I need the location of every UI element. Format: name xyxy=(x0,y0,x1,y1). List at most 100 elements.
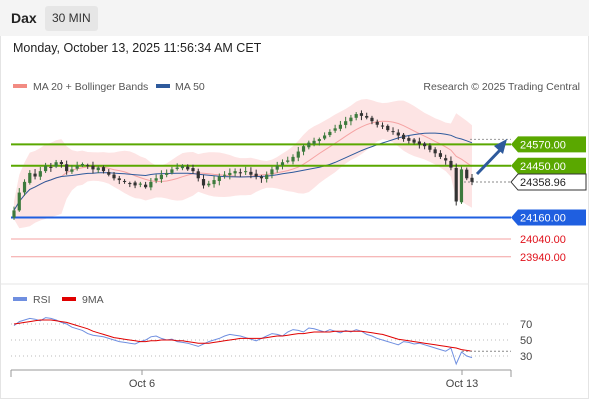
candle-body xyxy=(259,176,264,179)
level-24160-00-label: 24160.00 xyxy=(520,213,566,225)
level-24450-00-label: 24450.00 xyxy=(520,161,566,173)
candle-body xyxy=(170,169,174,173)
candle-body xyxy=(344,121,348,125)
candle-body xyxy=(49,166,53,168)
arrow-head xyxy=(494,139,507,154)
legend-ma50-label: MA 50 xyxy=(175,81,205,93)
candle-body xyxy=(133,182,137,186)
candle-body xyxy=(212,180,216,185)
candle-body xyxy=(333,128,337,131)
candle-body xyxy=(43,165,48,172)
candle-body xyxy=(307,142,311,148)
candle-body xyxy=(80,164,85,166)
candle-body xyxy=(86,165,90,167)
candle-body xyxy=(222,174,227,176)
x-tick-label: Oct 13 xyxy=(446,378,478,390)
level-24040-00-label: 24040.00 xyxy=(520,234,566,246)
candle-body xyxy=(38,171,42,177)
bollinger-band xyxy=(14,99,472,229)
candle-body xyxy=(159,174,164,180)
level-24160-00-tag xyxy=(511,209,586,226)
candle-body xyxy=(65,164,69,172)
interval-button[interactable]: 30 MIN xyxy=(45,6,98,31)
candle-body xyxy=(375,121,379,125)
x-tick-label: Oct 6 xyxy=(129,378,155,390)
candle-body xyxy=(107,172,111,175)
level-24570-00-label: 24570.00 xyxy=(520,139,566,151)
ma50-line xyxy=(13,132,473,211)
candle-body xyxy=(407,138,411,141)
candle-body xyxy=(117,178,121,181)
candle-body xyxy=(280,162,285,166)
candle-body xyxy=(233,171,237,174)
candle-body xyxy=(317,139,321,142)
candle-body xyxy=(301,146,306,152)
candle-body xyxy=(17,192,21,211)
candle-body xyxy=(459,169,464,203)
candle-body xyxy=(154,178,158,181)
rsi-tick-label: 70 xyxy=(520,319,532,331)
candle-body xyxy=(180,165,185,169)
candle-body xyxy=(423,143,427,147)
legend-swatch-ma50 xyxy=(156,84,170,88)
candle-body xyxy=(328,131,332,136)
rsi-tick-label: 50 xyxy=(520,335,532,347)
arrow-shaft xyxy=(475,146,504,176)
candle-body xyxy=(470,177,474,182)
forecast-arrow xyxy=(475,139,507,176)
candle-body xyxy=(75,165,79,169)
candle-body xyxy=(449,160,453,168)
candle-body xyxy=(201,179,206,186)
rsi-legend: RSI 9MA xyxy=(13,294,104,306)
candle-body xyxy=(149,181,153,188)
candle-body xyxy=(296,151,300,158)
level-24358-96-label: 24358.96 xyxy=(520,177,566,189)
candle-body xyxy=(270,169,274,175)
candle-body xyxy=(322,135,327,139)
candle-body xyxy=(401,134,406,140)
rsi-ma-line xyxy=(13,319,473,352)
candle-body xyxy=(359,113,364,116)
candle-body xyxy=(59,161,63,165)
candle-body xyxy=(186,166,190,170)
candle-body xyxy=(370,117,374,122)
level-24450-00-tag xyxy=(511,157,586,174)
candle-body xyxy=(217,176,221,182)
candle-body xyxy=(96,167,100,171)
candle-body xyxy=(291,156,295,162)
candlesticks xyxy=(12,110,474,220)
candle-body xyxy=(122,180,127,182)
chart-header: Dax 30 MIN xyxy=(0,0,589,36)
candle-body xyxy=(112,174,116,179)
candle-body xyxy=(91,165,95,170)
candle-body xyxy=(165,172,169,175)
candle-body xyxy=(191,168,195,172)
candle-body xyxy=(444,158,448,161)
candle-body xyxy=(254,173,258,177)
candle-body xyxy=(386,125,390,131)
candle-body xyxy=(144,184,148,188)
candle-body xyxy=(286,160,290,162)
candle-body xyxy=(365,115,369,118)
candle-body xyxy=(312,140,316,144)
bollinger-band-area xyxy=(14,99,472,229)
candle-body xyxy=(244,171,248,173)
legend-ma20-label: MA 20 + Bollinger Bands xyxy=(33,81,148,93)
candle-body xyxy=(207,183,211,186)
level-23940-00-label: 23940.00 xyxy=(520,252,566,264)
candle-body xyxy=(22,181,27,193)
credit-text: Research © 2025 Trading Central xyxy=(423,81,580,93)
candle-body xyxy=(454,167,458,202)
rsi-tick-label: 30 xyxy=(520,351,532,363)
legend: MA 20 + Bollinger Bands MA 50 Research ©… xyxy=(13,81,580,93)
candle-body xyxy=(354,114,358,118)
candle-body xyxy=(128,183,132,185)
candle-body xyxy=(138,183,142,185)
candle-body xyxy=(380,125,385,127)
candle-body xyxy=(417,141,421,145)
candle-body xyxy=(196,171,200,179)
candle-body xyxy=(238,172,242,174)
datetime-label: Monday, October 13, 2025 11:56:34 AM CET xyxy=(13,41,262,55)
candle-body xyxy=(175,167,179,169)
candle-body xyxy=(249,171,253,175)
